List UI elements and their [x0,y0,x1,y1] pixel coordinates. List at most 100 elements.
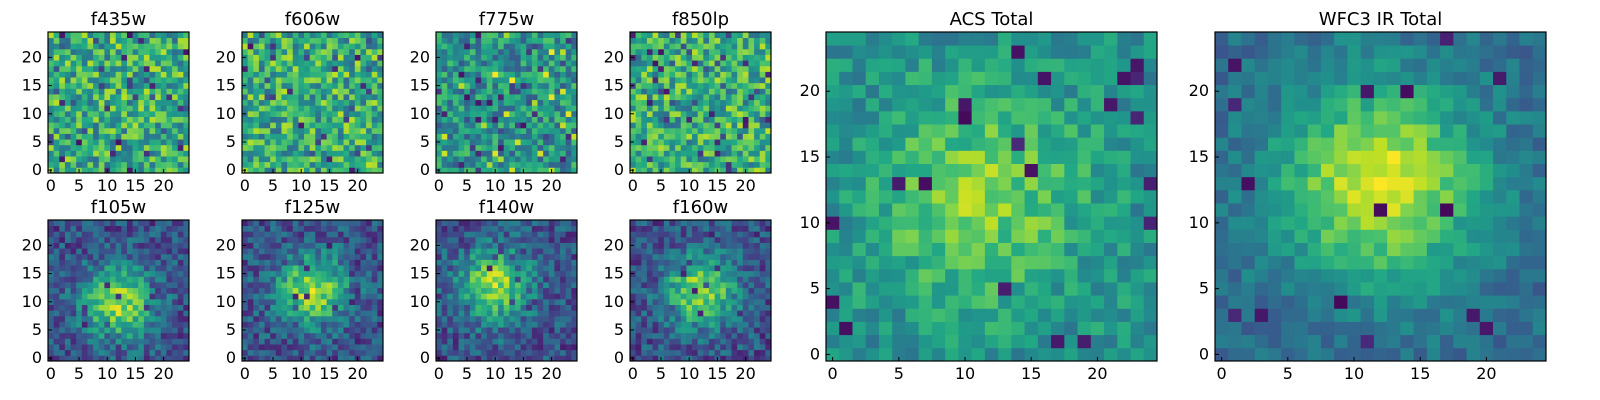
heatmap-cell [360,231,367,238]
heatmap-cell [349,99,356,106]
heatmap-cell [571,105,578,112]
heatmap-cell [565,99,572,106]
heatmap-cell [320,287,327,294]
heatmap-cell [332,60,339,67]
heatmap-cell [343,37,350,44]
heatmap-cell [554,338,561,345]
heatmap-cell [509,282,516,289]
heatmap-cell [720,304,727,311]
heatmap-cell [326,150,333,157]
heatmap-cell [537,139,544,146]
heatmap-cell [48,231,55,238]
heatmap-cell [110,304,117,311]
heatmap-cell [264,225,271,232]
heatmap-cell [64,315,71,322]
heatmap-cell [332,54,339,61]
heatmap-cell [343,253,350,260]
heatmap-cell [258,48,265,55]
heatmap-cell [53,304,60,311]
heatmap-cell [531,236,538,243]
heatmap-cell [486,321,493,328]
heatmap-cell [537,293,544,300]
heatmap-cell [87,94,94,101]
heatmap-cell [298,344,305,351]
heatmap-cell [680,43,687,50]
heatmap-cell [183,88,190,95]
heatmap-cell [658,161,665,168]
heatmap-cell [326,225,333,232]
heatmap-cell [641,105,648,112]
heatmap-cell [59,282,66,289]
heatmap-cell [560,225,567,232]
heatmap-cell [166,287,173,294]
heatmap-cell [287,270,294,277]
heatmap-cell [371,156,378,163]
heatmap-cell [110,88,117,95]
heatmap-cell [686,287,693,294]
heatmap-cell [377,139,384,146]
heatmap-cell [708,150,715,157]
heatmap-cell [503,276,510,283]
heatmap-cell [481,304,488,311]
heatmap-cell [498,231,505,238]
heatmap-cell [481,332,488,339]
heatmap-cell [126,71,133,78]
heatmap-cell [166,282,173,289]
heatmap-cell [53,122,60,129]
heatmap-cell [242,133,249,140]
heatmap-cell [264,122,271,129]
heatmap-cell [349,349,356,356]
heatmap-cell [560,310,567,317]
heatmap-cell [447,220,454,227]
heatmap-cell [481,293,488,300]
heatmap-cell [565,127,572,134]
heatmap-cell [320,161,327,168]
heatmap-cell [264,99,271,106]
heatmap-cell [571,298,578,305]
heatmap-cell [166,349,173,356]
heatmap-cell [452,133,459,140]
heatmap-cell [115,161,122,168]
heatmap-cell [498,287,505,294]
heatmap-cell [320,127,327,134]
heatmap-cell [76,259,83,266]
heatmap-cell [315,156,322,163]
heatmap-cell [160,327,167,334]
heatmap-cell [304,298,311,305]
heatmap-cell [126,116,133,123]
heatmap-cell [441,298,448,305]
heatmap-cell [354,32,361,39]
heatmap-cell [514,220,521,227]
heatmap-cell [149,127,156,134]
heatmap-cell [531,231,538,238]
heatmap-cell [452,105,459,112]
heatmap-cell [692,259,699,266]
heatmap-cell [531,248,538,255]
heatmap-cell [132,139,139,146]
heatmap-cell [253,110,260,117]
heatmap-cell [59,116,66,123]
heatmap-cell [48,71,55,78]
heatmap-cell [281,220,288,227]
heatmap-cell [475,327,482,334]
heatmap-cell [253,327,260,334]
heatmap-cell [526,248,533,255]
heatmap-cell [765,43,772,50]
heatmap-cell [143,82,150,89]
heatmap-cell [287,139,294,146]
heatmap-cell [498,167,505,174]
heatmap-cell [253,167,260,174]
heatmap-cell [447,139,454,146]
heatmap-cell [548,315,555,322]
heatmap-cells [630,32,772,174]
heatmap-cell [759,105,766,112]
heatmap-cell [132,122,139,129]
heatmap-cell [132,282,139,289]
heatmap-cell [81,37,88,44]
heatmap-cell [447,161,454,168]
heatmap-cell [452,54,459,61]
heatmap-cell [149,139,156,146]
heatmap-cell [309,105,316,112]
heatmap-cell [166,37,173,44]
heatmap-cell [138,144,145,151]
